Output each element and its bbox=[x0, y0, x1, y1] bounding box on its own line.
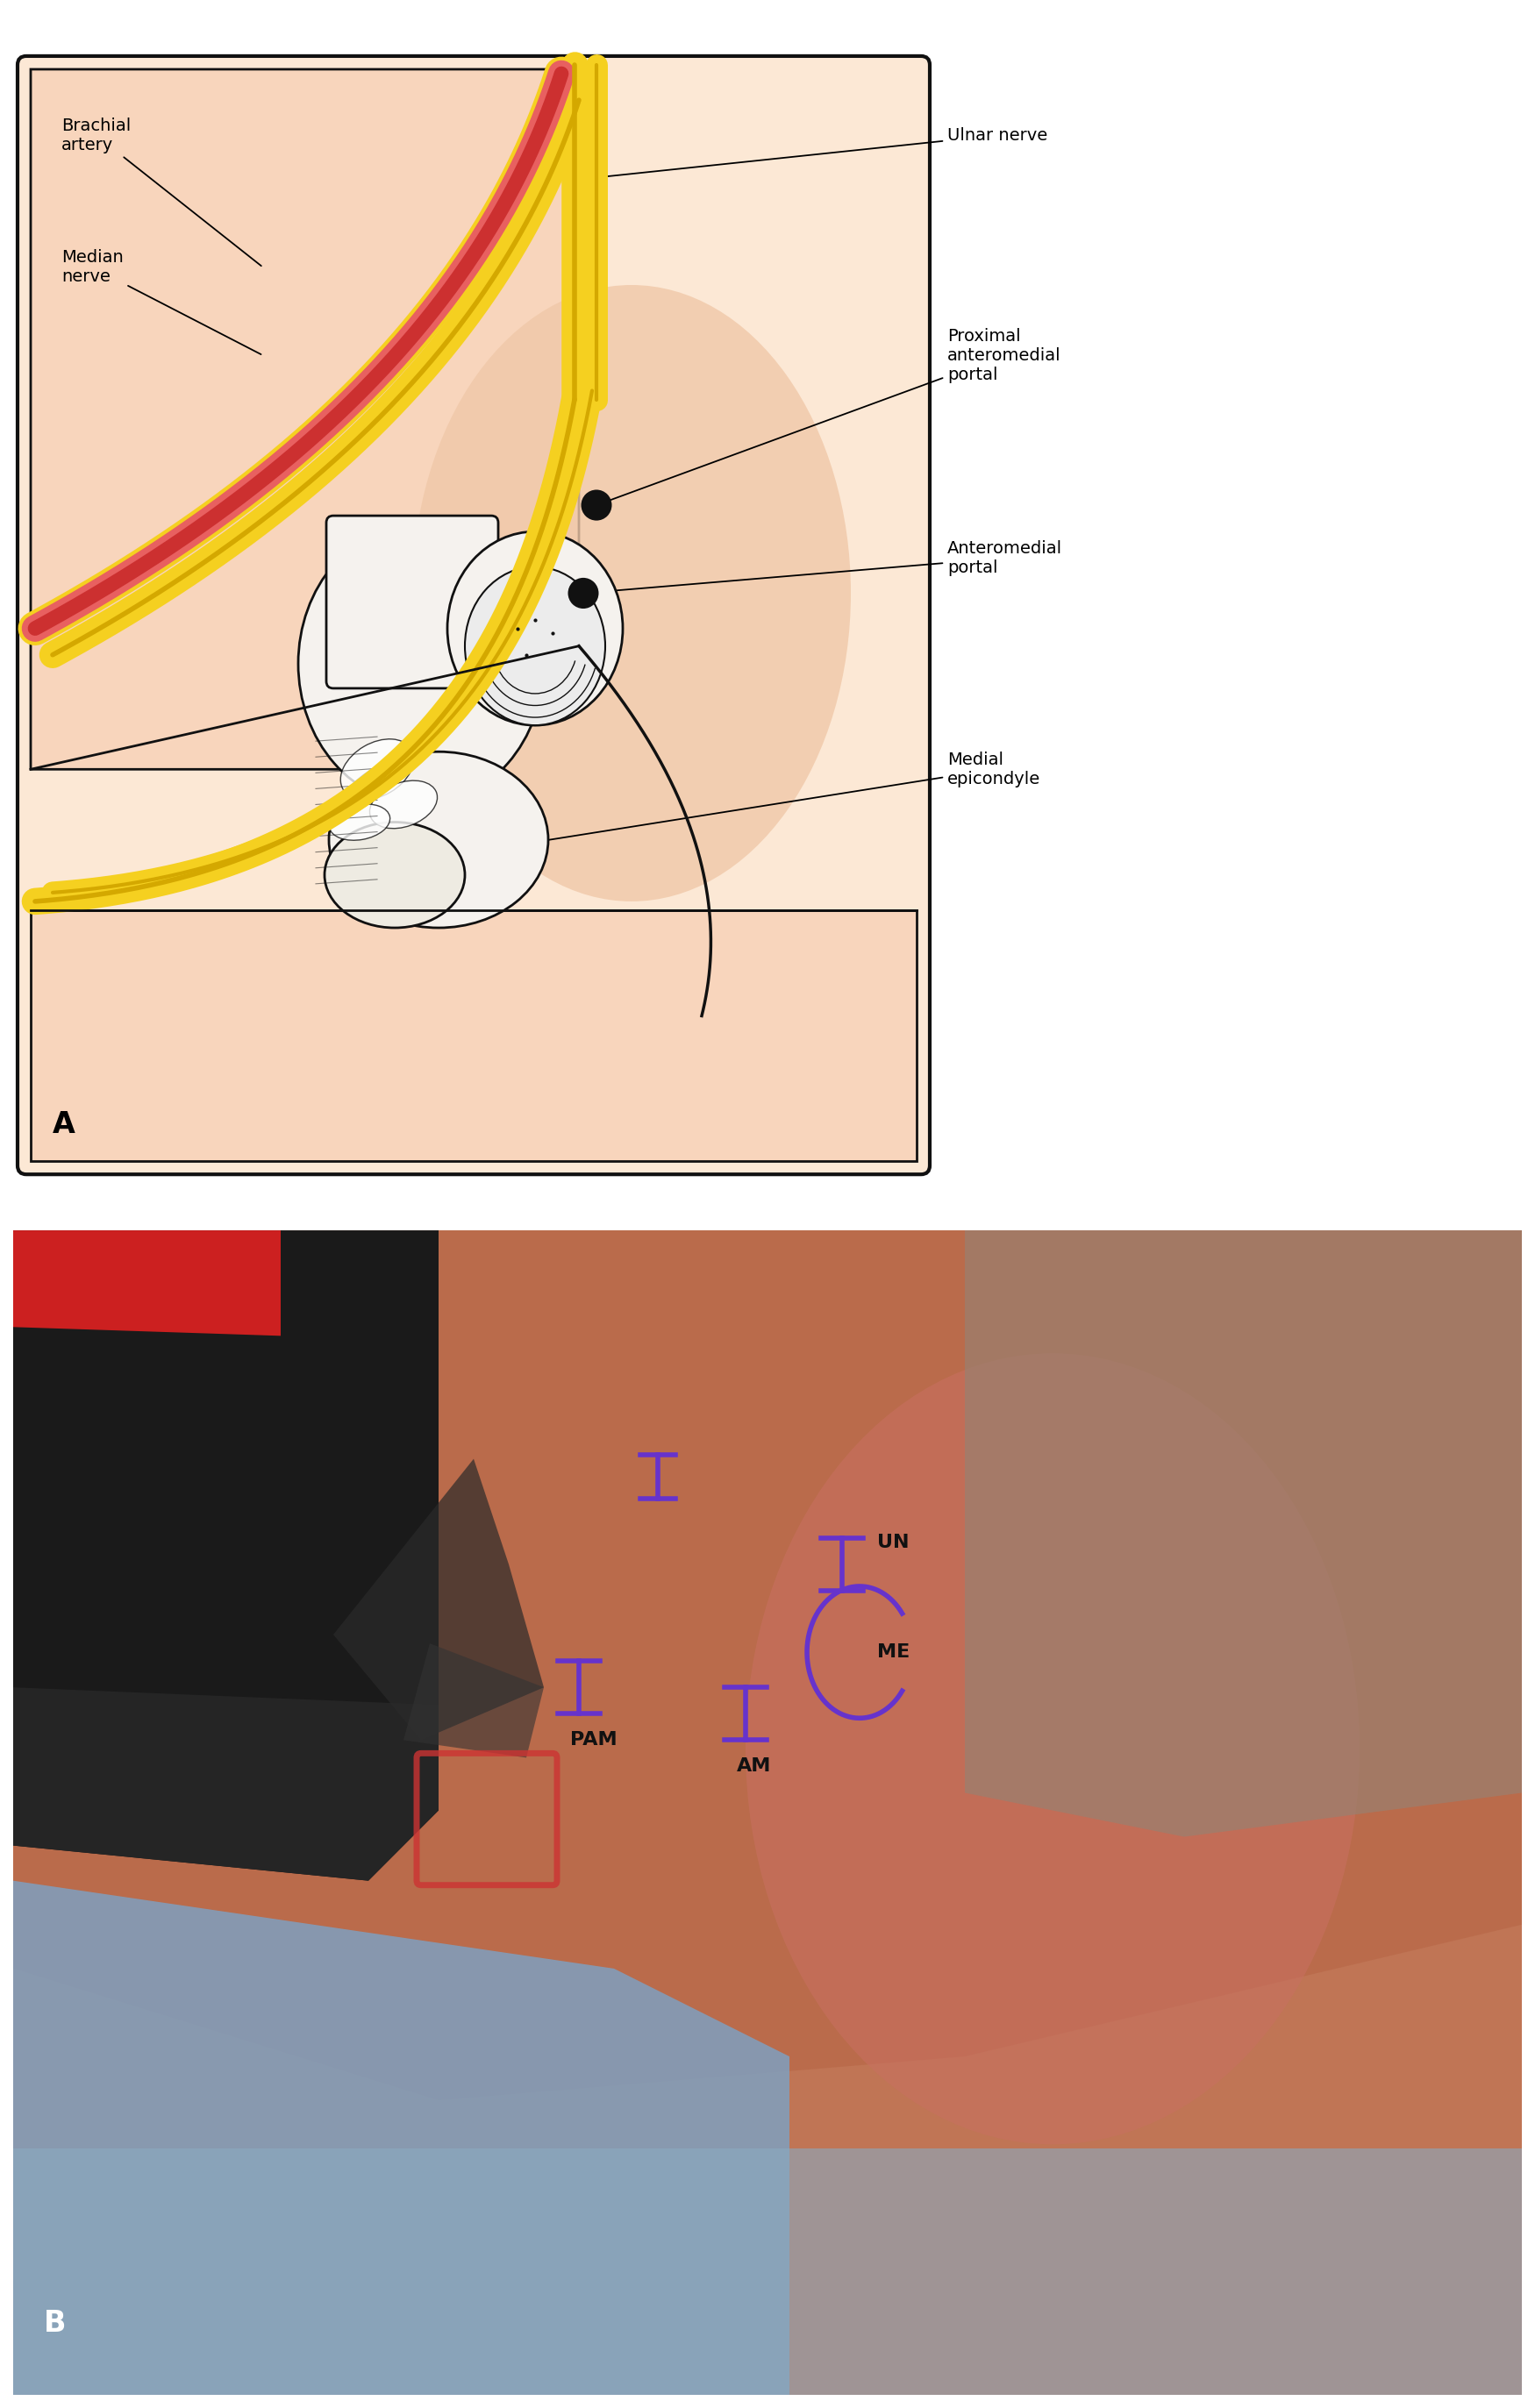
Ellipse shape bbox=[298, 523, 543, 804]
FancyBboxPatch shape bbox=[14, 1230, 1521, 2396]
Ellipse shape bbox=[341, 739, 414, 799]
Ellipse shape bbox=[328, 751, 548, 927]
Ellipse shape bbox=[328, 804, 390, 840]
Text: Median
nerve: Median nerve bbox=[61, 250, 261, 354]
Ellipse shape bbox=[447, 532, 623, 725]
Text: ME: ME bbox=[876, 1642, 910, 1662]
Polygon shape bbox=[333, 1459, 543, 1741]
Polygon shape bbox=[14, 1230, 1521, 2100]
Ellipse shape bbox=[582, 489, 612, 520]
Text: UN: UN bbox=[876, 1534, 909, 1551]
Polygon shape bbox=[966, 1230, 1521, 1837]
Polygon shape bbox=[14, 1688, 439, 1881]
Polygon shape bbox=[14, 1881, 789, 2396]
Ellipse shape bbox=[370, 780, 437, 828]
Text: Anteromedial
portal: Anteromedial portal bbox=[586, 539, 1062, 592]
Polygon shape bbox=[14, 1230, 439, 1881]
FancyBboxPatch shape bbox=[17, 55, 930, 1175]
Text: Medial
epicondyle: Medial epicondyle bbox=[441, 751, 1041, 857]
Ellipse shape bbox=[324, 821, 465, 927]
Polygon shape bbox=[404, 1642, 543, 1758]
FancyBboxPatch shape bbox=[327, 515, 499, 689]
Text: Ulnar nerve: Ulnar nerve bbox=[582, 128, 1047, 178]
Polygon shape bbox=[31, 910, 916, 1161]
Polygon shape bbox=[14, 1230, 281, 1336]
Text: Proximal
anteromedial
portal: Proximal anteromedial portal bbox=[599, 327, 1061, 503]
Polygon shape bbox=[31, 70, 579, 768]
Text: AM: AM bbox=[737, 1758, 772, 1775]
Text: PAM: PAM bbox=[569, 1731, 617, 1748]
Ellipse shape bbox=[413, 284, 850, 901]
Text: A: A bbox=[52, 1110, 75, 1139]
Text: Brachial
artery: Brachial artery bbox=[61, 118, 261, 265]
Ellipse shape bbox=[568, 578, 599, 609]
FancyBboxPatch shape bbox=[14, 2148, 1521, 2396]
Text: B: B bbox=[45, 2309, 66, 2338]
Ellipse shape bbox=[746, 1353, 1360, 2146]
Ellipse shape bbox=[465, 566, 605, 725]
